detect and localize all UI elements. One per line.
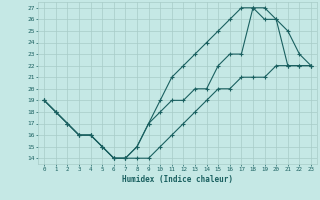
- X-axis label: Humidex (Indice chaleur): Humidex (Indice chaleur): [122, 175, 233, 184]
